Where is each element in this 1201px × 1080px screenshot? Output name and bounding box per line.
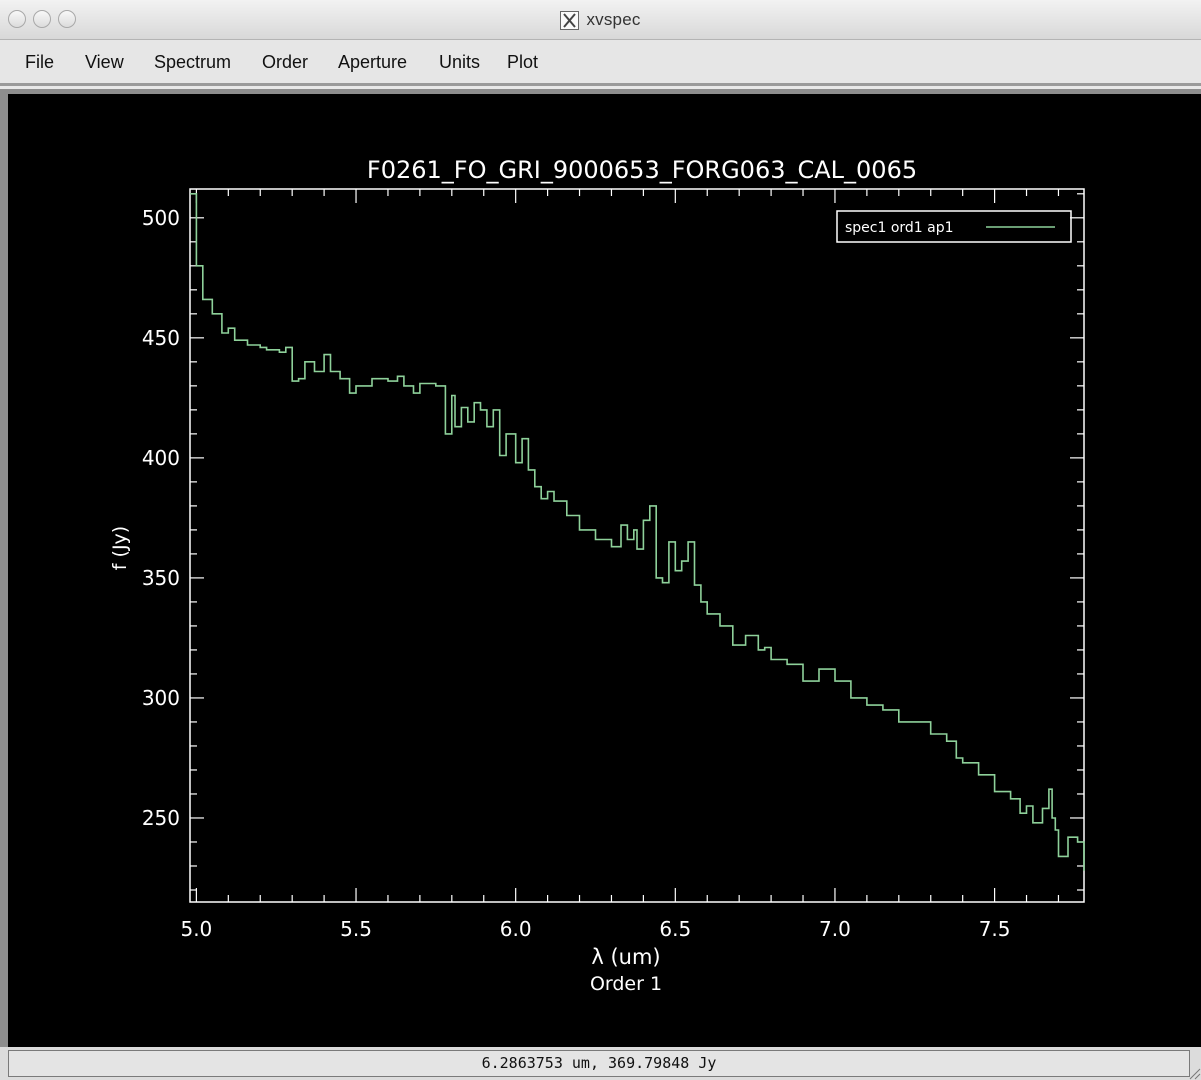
y-tick-label: 300: [142, 686, 180, 710]
plot-canvas-frame: F0261_FO_GRI_9000653_FORG063_CAL_0065 5.…: [0, 89, 1201, 1047]
zoom-button[interactable]: [58, 10, 76, 28]
menu-plot[interactable]: Plot: [507, 52, 539, 72]
y-tick-label: 350: [142, 566, 180, 590]
x-tick-label: 7.0: [819, 917, 851, 941]
y-tick-label: 250: [142, 806, 180, 830]
legend-box: [836, 210, 1072, 243]
window-titlebar: xvspec: [0, 0, 1201, 40]
x-axis-label: λ (um): [591, 945, 660, 969]
resize-grip-icon[interactable]: [1187, 1066, 1201, 1080]
chart-title: F0261_FO_GRI_9000653_FORG063_CAL_0065: [367, 156, 917, 184]
menu-aperture[interactable]: Aperture: [338, 52, 408, 72]
plot-frame: [189, 188, 1085, 903]
series-layer: [190, 193, 1085, 871]
plot-axes: [189, 188, 1085, 903]
x-axis-sublabel: Order 1: [590, 973, 662, 995]
window-title-area: xvspec: [0, 10, 1201, 30]
menu-bar: File View Spectrum Order Aperture Units …: [0, 40, 1201, 86]
x-tick-label: 5.5: [340, 917, 372, 941]
x-tick-label: 6.0: [500, 917, 532, 941]
menu-file[interactable]: File: [25, 52, 55, 72]
cursor-readout: 6.2863753 um, 369.79848 Jy: [8, 1050, 1190, 1077]
minimize-button[interactable]: [33, 10, 51, 28]
status-bar: 6.2863753 um, 369.79848 Jy: [0, 1047, 1201, 1080]
y-tick-label: 400: [142, 446, 180, 470]
x-axis-ticks: 5.0 5.5 6.0 6.5 7.0 7.5: [180, 189, 1060, 941]
y-axis-ticks: 250 300 350 400 450 500: [142, 193, 1084, 891]
legend: spec1 ord1 ap1: [836, 210, 1072, 243]
legend-label: spec1 ord1 ap1: [845, 220, 954, 236]
spectrum-series-line: [190, 193, 1085, 871]
x-tick-label: 5.0: [180, 917, 212, 941]
x-tick-label: 7.5: [979, 917, 1011, 941]
spectrum-plot[interactable]: F0261_FO_GRI_9000653_FORG063_CAL_0065 5.…: [8, 94, 1201, 1047]
x-tick-label: 6.5: [659, 917, 691, 941]
window-title: xvspec: [586, 10, 641, 29]
y-tick-label: 450: [142, 326, 180, 350]
plot-canvas[interactable]: F0261_FO_GRI_9000653_FORG063_CAL_0065 5.…: [8, 94, 1201, 1047]
menu-spectrum[interactable]: Spectrum: [154, 52, 232, 72]
x11-icon: [560, 11, 580, 30]
y-tick-label: 500: [142, 206, 180, 230]
close-button[interactable]: [8, 10, 26, 28]
menu-view[interactable]: View: [85, 52, 124, 72]
menu-units[interactable]: Units: [439, 52, 481, 72]
menu-order[interactable]: Order: [262, 52, 309, 72]
y-axis-label: f (Jy): [109, 526, 131, 570]
